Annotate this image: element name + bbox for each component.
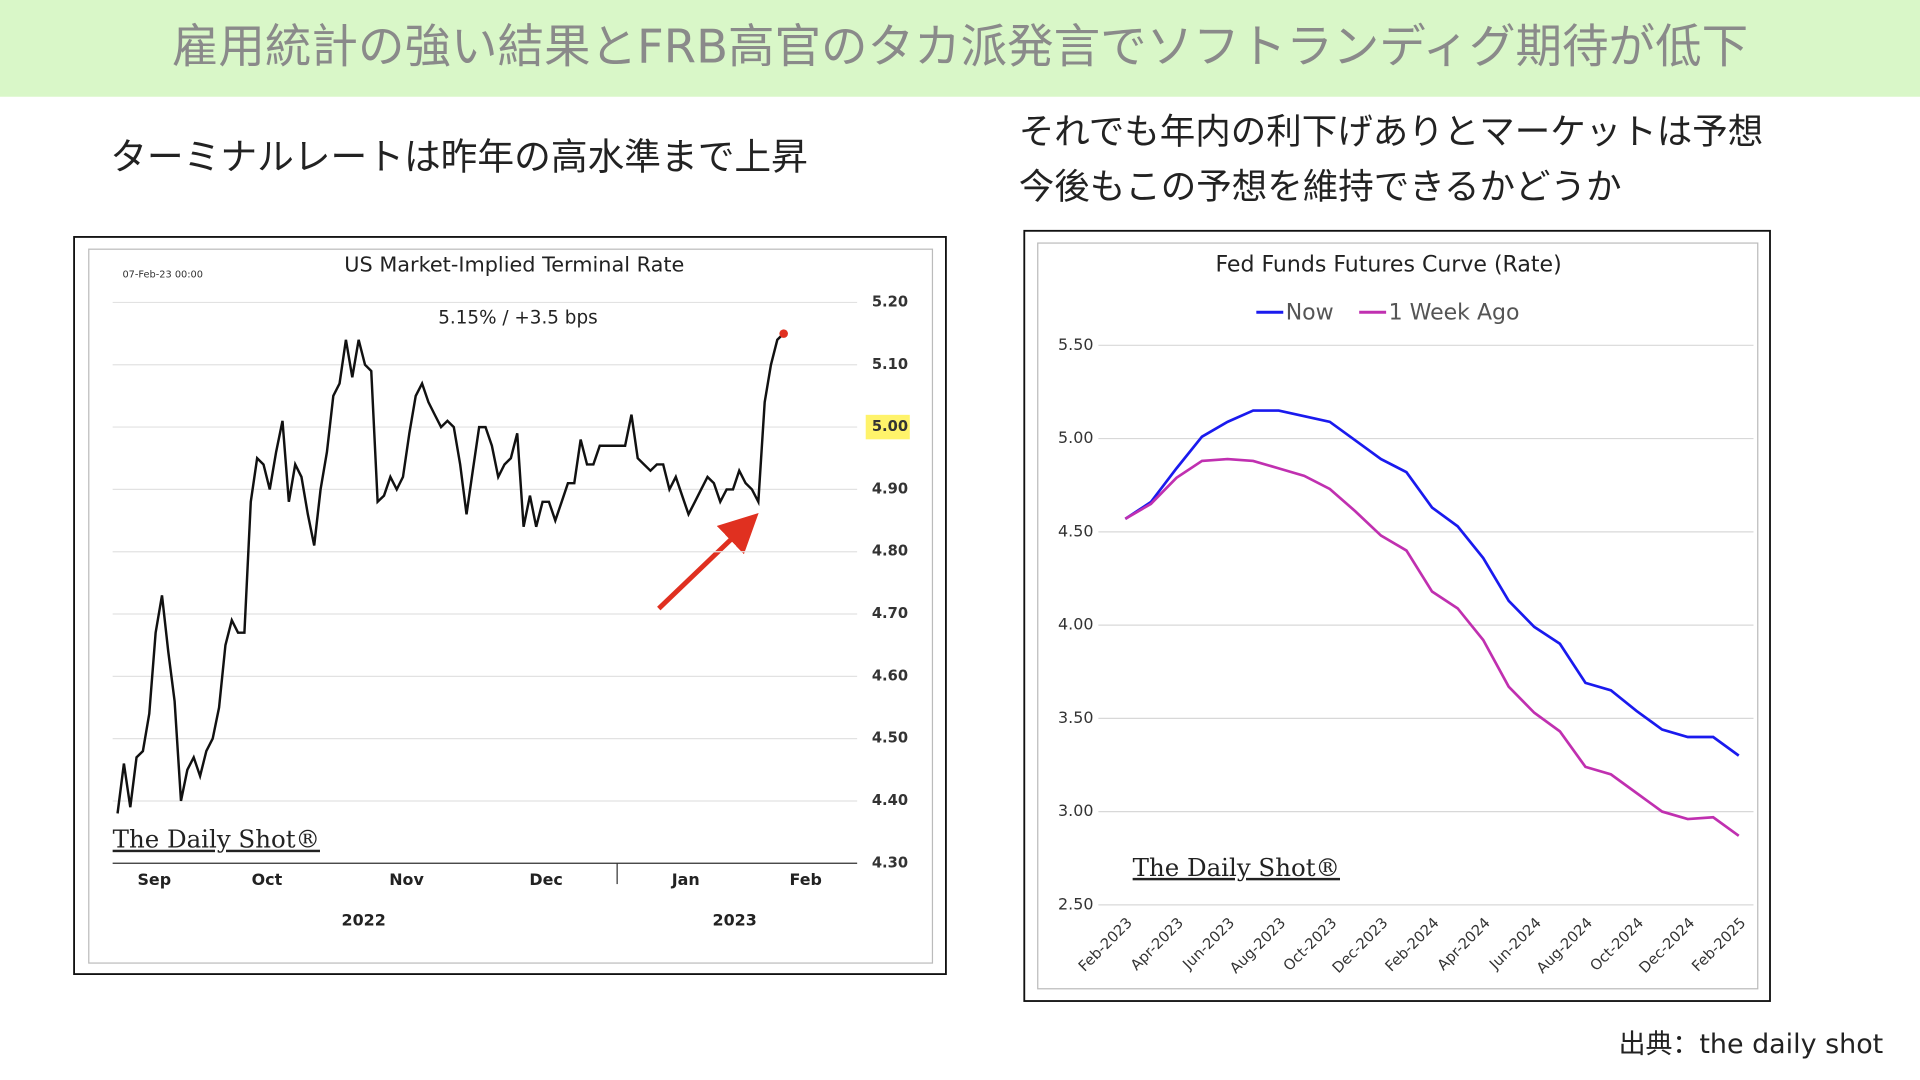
- y-tick-label: 5.20: [872, 293, 908, 310]
- x-tick-label: Jan: [671, 870, 700, 889]
- chart-title: US Market-Implied Terminal Rate: [344, 253, 684, 277]
- legend-label: Now: [1286, 300, 1334, 325]
- header-title: 雇用統計の強い結果とFRB高官のタカ派発言でソフトランディグ期待が低下: [172, 20, 1748, 74]
- y-tick-label: 3.50: [1058, 708, 1093, 727]
- y-tick-label: 4.90: [872, 480, 908, 497]
- x-tick-label: Feb: [790, 870, 822, 889]
- chart-frame: [1023, 229, 1771, 1002]
- y-tick-label: 4.60: [872, 667, 908, 684]
- y-tick-label: 4.70: [872, 605, 908, 622]
- year-label: 2022: [342, 910, 386, 929]
- source: 出典：the daily shot: [1619, 1029, 1884, 1060]
- annotation: 5.15% / +3.5 bps: [438, 307, 597, 328]
- tick-highlight: [865, 414, 910, 440]
- line-series: [116, 332, 785, 814]
- y-tick-label: 3.00: [1058, 801, 1093, 820]
- y-tick-label: 5.00: [1058, 428, 1093, 447]
- y-tick-label: 5.10: [872, 356, 908, 373]
- y-tick-label: 4.50: [1058, 521, 1093, 540]
- y-tick-label: 4.40: [872, 792, 908, 809]
- x-tick-label: Nov: [389, 870, 424, 889]
- watermark: The Daily Shot®: [113, 825, 320, 854]
- chart-title: Fed Funds Futures Curve (Rate): [1215, 253, 1561, 278]
- watermark: The Daily Shot®: [1133, 853, 1340, 882]
- header-band: [0, 0, 1920, 97]
- end-marker: [779, 329, 788, 338]
- chart-inner-frame: [88, 248, 934, 964]
- right-caption: 今後もこの予想を維持できるかどうか: [1019, 167, 1622, 208]
- y-tick-label: 4.50: [872, 730, 908, 747]
- left-caption: ターミナルレートは昨年の高水準まで上昇: [110, 136, 808, 179]
- arrow: [657, 512, 759, 611]
- timestamp: 07-Feb-23 00:00: [122, 269, 203, 280]
- legend-label: 1 Week Ago: [1389, 300, 1520, 325]
- y-tick-label: 5.50: [1058, 335, 1093, 354]
- right-caption: それでも年内の利下げありとマーケットは予想: [1019, 111, 1763, 152]
- year-label: 2023: [713, 910, 757, 929]
- x-tick-label: Oct: [252, 870, 283, 889]
- y-tick-label: 5.00: [872, 418, 908, 435]
- y-tick-label: 4.00: [1058, 615, 1093, 634]
- line-series: [1124, 409, 1740, 757]
- x-tick-label: Sep: [137, 870, 171, 889]
- chart-inner-frame: [1037, 242, 1759, 990]
- line-series: [1124, 457, 1740, 837]
- x-tick-label: Dec: [529, 870, 562, 889]
- y-tick-label: 4.30: [872, 854, 908, 871]
- chart-frame: [73, 236, 947, 975]
- y-tick-label: 2.50: [1058, 894, 1093, 913]
- y-tick-label: 4.80: [872, 543, 908, 560]
